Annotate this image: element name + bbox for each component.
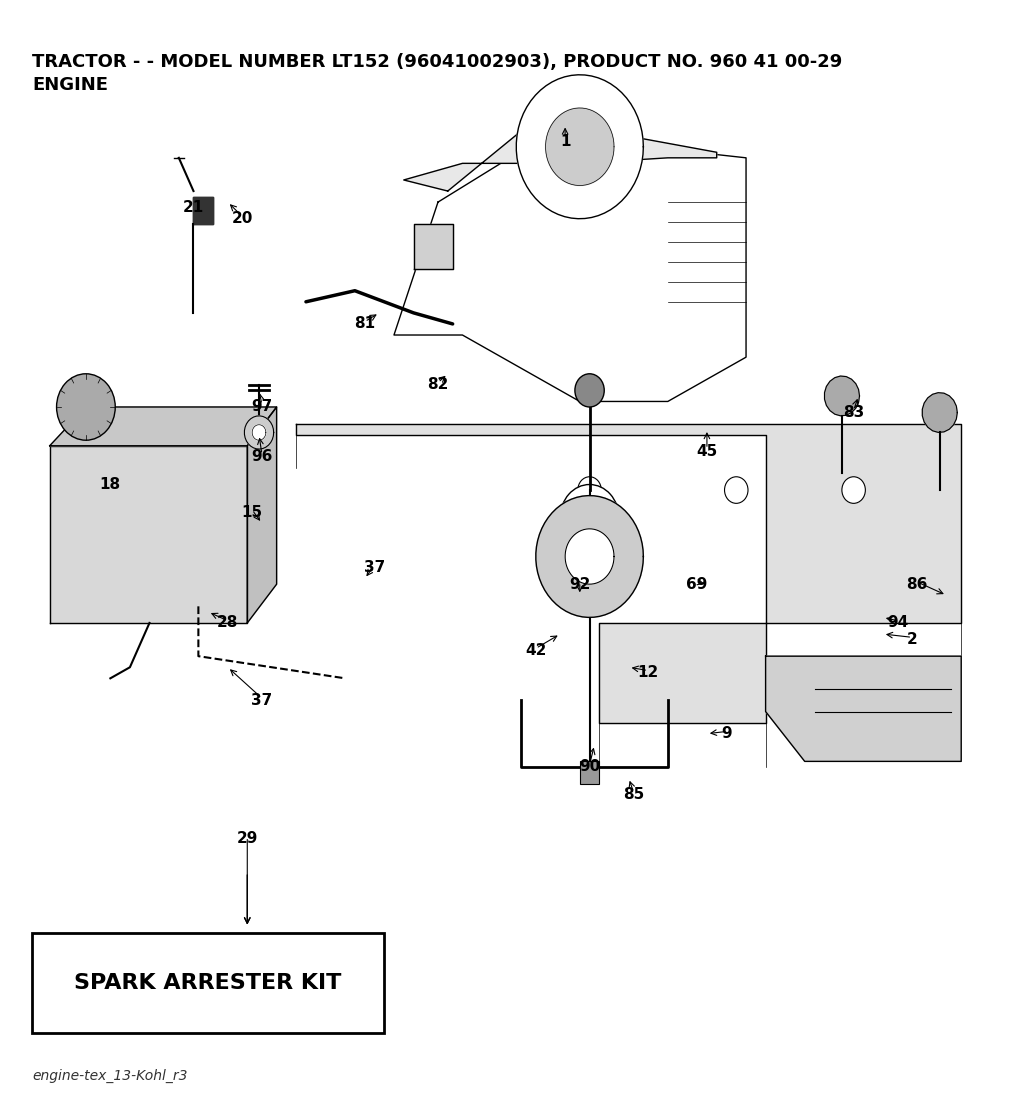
Text: 15: 15 [242, 504, 263, 520]
Text: 97: 97 [251, 400, 272, 414]
Polygon shape [50, 445, 247, 623]
Polygon shape [245, 416, 273, 449]
Polygon shape [536, 495, 643, 618]
Polygon shape [296, 424, 962, 722]
Text: SPARK ARRESTER KIT: SPARK ARRESTER KIT [75, 973, 342, 993]
Text: 28: 28 [217, 615, 239, 630]
Text: 86: 86 [906, 577, 928, 592]
Text: ENGINE: ENGINE [32, 76, 109, 93]
Text: 2: 2 [907, 632, 918, 647]
Circle shape [725, 476, 748, 503]
Polygon shape [414, 224, 453, 268]
Text: 92: 92 [569, 577, 591, 592]
Text: 37: 37 [251, 693, 272, 708]
Text: 20: 20 [231, 211, 253, 226]
Polygon shape [923, 393, 957, 432]
Text: 96: 96 [251, 450, 272, 464]
Text: 94: 94 [887, 615, 908, 630]
Text: 90: 90 [579, 759, 600, 775]
Polygon shape [565, 529, 614, 584]
Polygon shape [247, 407, 276, 623]
Circle shape [578, 476, 601, 503]
FancyBboxPatch shape [32, 933, 384, 1033]
Text: 42: 42 [525, 643, 547, 658]
Text: 81: 81 [354, 316, 375, 332]
Circle shape [56, 374, 116, 441]
Text: 69: 69 [686, 577, 708, 592]
Circle shape [578, 543, 601, 570]
Text: 45: 45 [696, 444, 718, 459]
Polygon shape [546, 108, 614, 186]
Text: 37: 37 [364, 560, 385, 575]
Text: 85: 85 [623, 787, 644, 802]
Text: 9: 9 [721, 726, 732, 741]
Polygon shape [50, 407, 276, 445]
Polygon shape [824, 376, 859, 416]
Text: TRACTOR - - MODEL NUMBER LT152 (96041002903), PRODUCT NO. 960 41 00-29: TRACTOR - - MODEL NUMBER LT152 (96041002… [32, 52, 843, 70]
Polygon shape [194, 197, 213, 224]
Text: 21: 21 [183, 200, 204, 215]
Polygon shape [516, 75, 643, 218]
Text: 83: 83 [843, 405, 864, 420]
Polygon shape [394, 136, 746, 402]
Text: 12: 12 [638, 666, 658, 680]
Circle shape [560, 484, 618, 551]
Circle shape [574, 374, 604, 407]
Text: 82: 82 [427, 377, 449, 393]
Text: engine-tex_13-Kohl_r3: engine-tex_13-Kohl_r3 [32, 1068, 187, 1083]
Bar [580, 761, 599, 784]
Polygon shape [766, 657, 962, 761]
Circle shape [842, 476, 865, 503]
Polygon shape [252, 425, 266, 441]
Text: 1: 1 [560, 134, 570, 149]
Polygon shape [403, 119, 717, 191]
Text: 29: 29 [237, 831, 258, 846]
Text: 18: 18 [99, 477, 121, 492]
